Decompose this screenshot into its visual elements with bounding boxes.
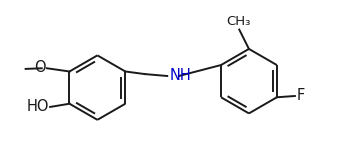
Text: O: O (34, 60, 46, 75)
Text: NH: NH (170, 68, 192, 83)
Text: CH₃: CH₃ (226, 15, 250, 28)
Text: HO: HO (26, 99, 49, 114)
Text: F: F (296, 88, 304, 104)
